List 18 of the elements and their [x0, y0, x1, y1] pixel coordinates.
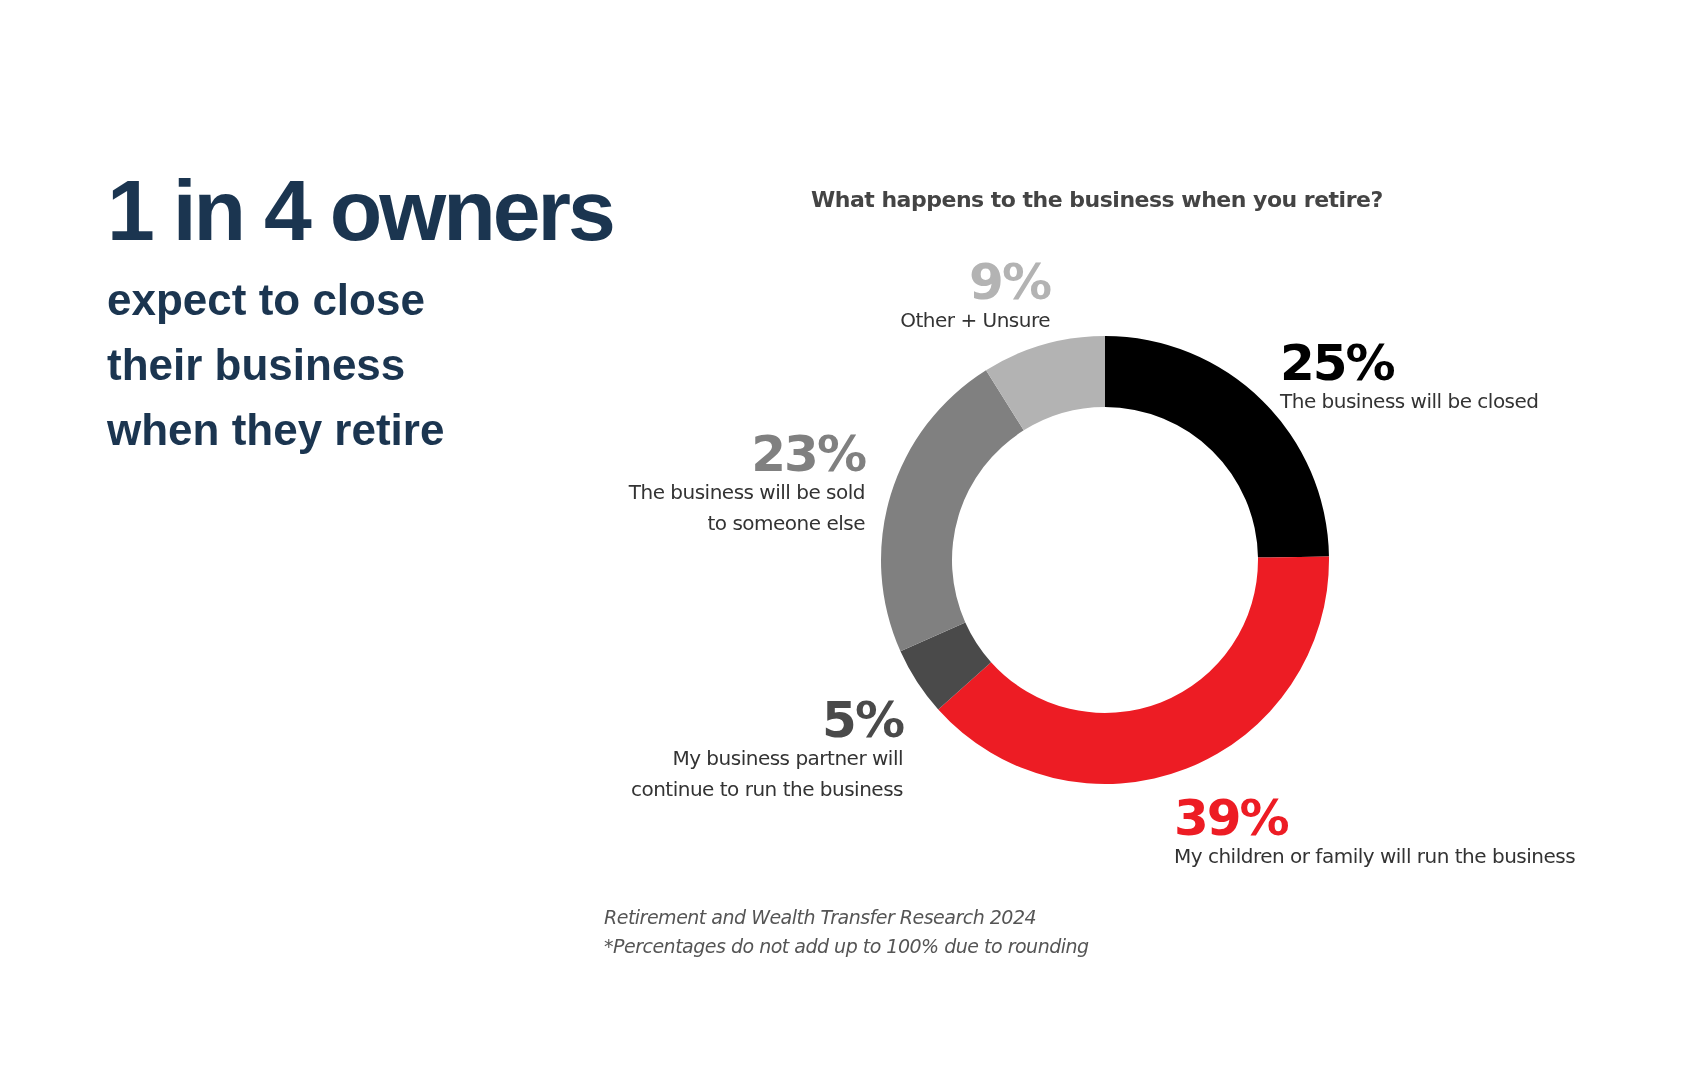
text: Retirement and Wealth Transfer Research 2024: [604, 906, 1037, 928]
data-label: 39%: [1174, 789, 1289, 847]
data-label: 9%: [969, 253, 1051, 311]
data-label: 5%: [822, 691, 904, 749]
data-label: 25%: [1280, 334, 1395, 392]
slice-label: Other + Unsure: [900, 308, 1051, 332]
donut-slice: [986, 336, 1105, 431]
donut-slice: [881, 370, 1024, 652]
donut-slice: [938, 556, 1329, 784]
text: What happens to the business when you retire?: [811, 187, 1383, 212]
text: *Percentages do not add up to 100% due to rounding: [604, 935, 1090, 957]
data-label: 23%: [751, 425, 866, 483]
slice-label: The business will be closed: [1279, 389, 1539, 413]
slice-label: My children or family will run the business: [1174, 844, 1576, 868]
slice-label: The business will be sold to someone else: [627, 480, 866, 535]
text: expect to close their business when they retire: [106, 275, 445, 454]
chart-title: 1 in 4 owners: [107, 162, 614, 258]
slice-label: My business partner will continue to run the business: [630, 746, 904, 801]
